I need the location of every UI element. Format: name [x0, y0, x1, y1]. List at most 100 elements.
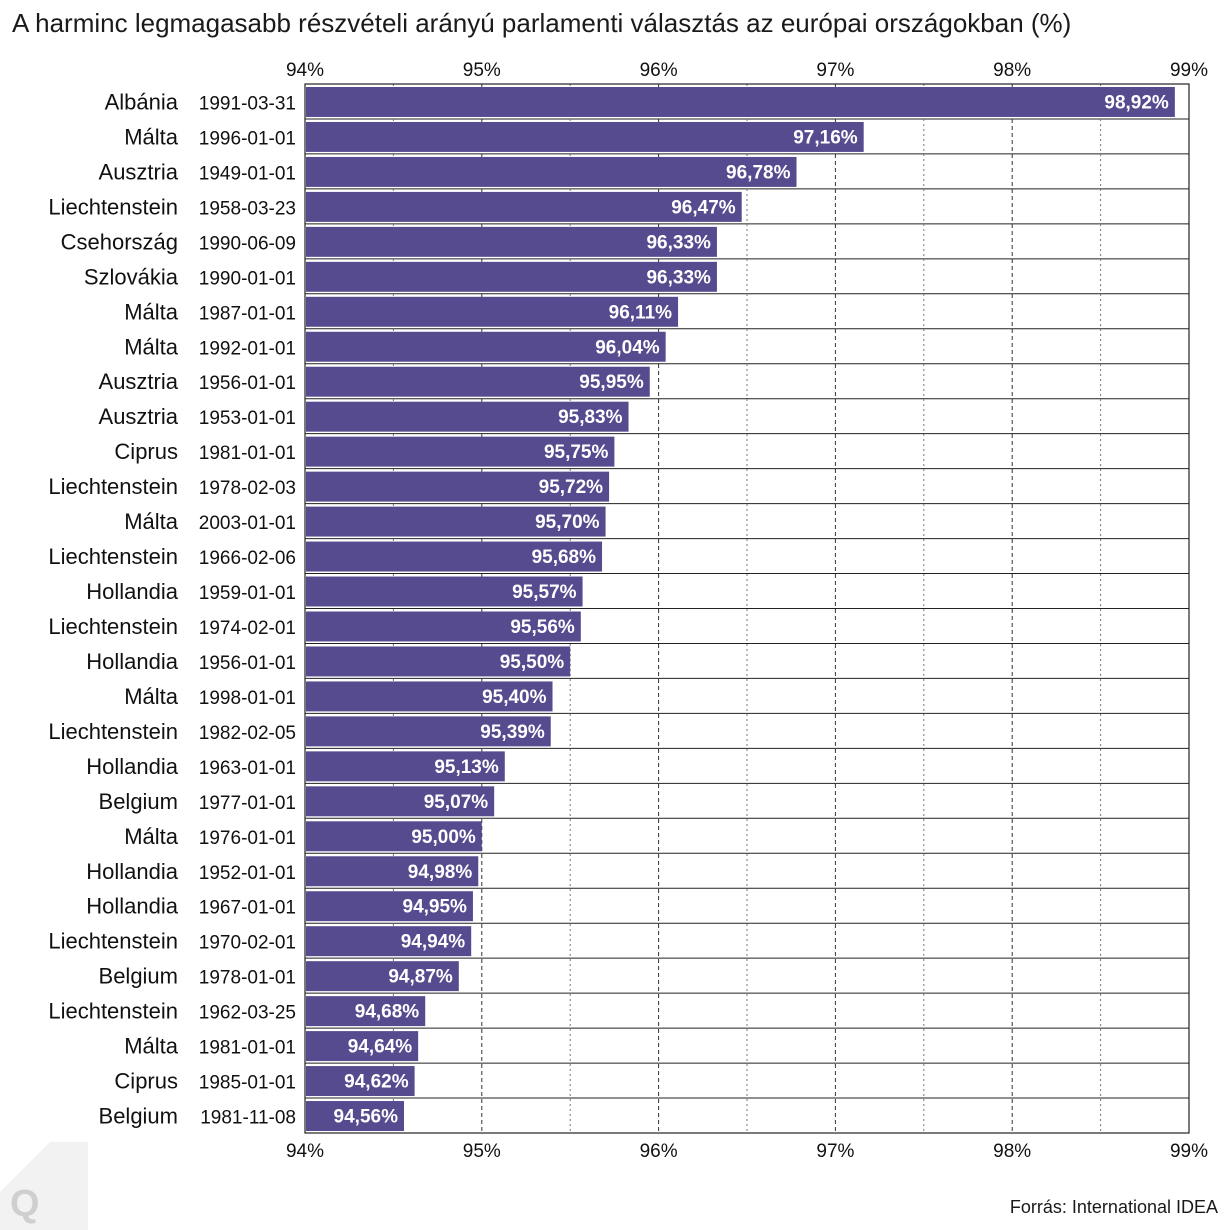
logo: Q	[0, 1142, 88, 1230]
category-date-label: 1959-01-01	[199, 583, 296, 604]
bar-value-label: 95,68%	[532, 547, 597, 568]
category-date-label: 1990-01-01	[199, 268, 296, 289]
bar-value-label: 95,57%	[512, 582, 577, 603]
category-country-label: Liechtenstein	[48, 194, 178, 219]
category-date-label: 1953-01-01	[199, 408, 296, 429]
bar-value-label: 95,07%	[424, 792, 489, 813]
category-date-label: 1978-01-01	[199, 968, 296, 989]
category-country-label: Liechtenstein	[48, 999, 178, 1024]
category-country-label: Liechtenstein	[48, 929, 178, 954]
category-country-label: Belgium	[99, 964, 178, 989]
x-tick-label-bottom: 96%	[640, 1141, 678, 1162]
category-date-label: 1987-01-01	[199, 303, 296, 324]
bar	[306, 156, 797, 187]
category-country-label: Ausztria	[99, 404, 179, 429]
category-date-label: 1981-11-08	[200, 1108, 296, 1129]
category-country-label: Liechtenstein	[48, 544, 178, 569]
bar	[306, 191, 742, 222]
category-date-label: 1962-03-25	[199, 1003, 296, 1024]
bar	[306, 541, 603, 572]
x-tick-label-top: 97%	[816, 60, 854, 81]
bar-value-label: 95,75%	[544, 442, 609, 463]
bar-value-label: 95,70%	[535, 512, 600, 533]
category-country-label: Csehország	[61, 229, 178, 254]
x-tick-label-top: 98%	[993, 60, 1031, 81]
category-country-label: Liechtenstein	[48, 474, 178, 499]
bar-value-label: 95,72%	[539, 477, 604, 498]
category-country-label: Belgium	[99, 789, 178, 814]
logo-letter: Q	[10, 1183, 40, 1225]
bar-value-label: 98,92%	[1104, 92, 1169, 113]
x-tick-label-bottom: 97%	[816, 1141, 854, 1162]
category-country-label: Albánia	[105, 89, 179, 114]
bar-value-label: 96,11%	[609, 302, 672, 323]
category-country-label: Hollandia	[86, 894, 178, 919]
bar	[306, 681, 553, 712]
bar	[306, 1066, 415, 1097]
category-date-label: 1981-01-01	[199, 1038, 296, 1059]
category-date-label: 1966-02-06	[199, 548, 296, 569]
bar	[306, 821, 482, 852]
bar	[306, 1101, 405, 1131]
plot-frame	[304, 83, 1190, 1134]
bar	[306, 996, 426, 1027]
bar	[306, 506, 606, 537]
bar	[306, 646, 571, 677]
bar-value-label: 94,56%	[334, 1107, 399, 1128]
category-date-label: 1952-01-01	[199, 863, 296, 884]
bar-value-label: 94,95%	[403, 897, 468, 918]
bar	[306, 961, 459, 992]
category-date-label: 1998-01-01	[199, 688, 296, 709]
category-country-label: Ausztria	[99, 369, 179, 394]
category-country-label: Hollandia	[86, 649, 178, 674]
category-country-label: Málta	[124, 1034, 179, 1059]
bar	[306, 576, 583, 607]
x-tick-label-bottom: 94%	[286, 1141, 324, 1162]
category-date-label: 1990-06-09	[199, 233, 296, 254]
category-country-label: Málta	[124, 124, 179, 149]
category-date-label: 1982-02-05	[199, 723, 296, 744]
category-date-label: 1996-01-01	[199, 128, 296, 149]
bar	[306, 296, 679, 327]
category-country-label: Ciprus	[114, 1069, 178, 1094]
bar	[306, 891, 473, 922]
category-country-label: Málta	[124, 299, 179, 324]
bar	[306, 716, 551, 747]
bar	[306, 751, 505, 782]
category-date-label: 1991-03-31	[199, 93, 296, 114]
bar-value-label: 94,87%	[388, 967, 453, 988]
category-date-label: 1977-01-01	[199, 793, 296, 814]
bar-value-label: 95,50%	[500, 652, 565, 673]
x-tick-label-bottom: 99%	[1170, 1141, 1208, 1162]
category-country-label: Liechtenstein	[48, 719, 178, 744]
bar	[306, 331, 666, 362]
bar-value-label: 95,13%	[434, 757, 499, 778]
bar	[306, 786, 495, 817]
category-country-label: Málta	[124, 684, 179, 709]
bar-value-label: 94,94%	[401, 932, 466, 953]
bar	[306, 1031, 419, 1062]
category-date-label: 1978-02-03	[199, 478, 296, 499]
bar-value-label: 95,56%	[510, 617, 575, 638]
bar-value-label: 96,33%	[646, 232, 711, 253]
bar-value-label: 94,98%	[408, 862, 473, 883]
bar-value-label: 95,83%	[558, 407, 623, 428]
bar	[306, 926, 472, 957]
bar-value-label: 95,00%	[411, 827, 476, 848]
bar-value-label: 94,68%	[355, 1002, 420, 1023]
bar-value-label: 97,16%	[793, 127, 858, 148]
category-date-label: 1976-01-01	[199, 828, 296, 849]
bar	[306, 226, 717, 257]
x-tick-label-top: 99%	[1170, 60, 1208, 81]
category-country-label: Ausztria	[99, 159, 179, 184]
source-note: Forrás: International IDEA	[1009, 1197, 1218, 1217]
category-country-label: Liechtenstein	[48, 614, 178, 639]
category-country-label: Belgium	[99, 1104, 178, 1129]
bar-value-label: 95,39%	[480, 722, 545, 743]
bar	[306, 611, 581, 642]
category-date-label: 1981-01-01	[199, 443, 296, 464]
bar-value-label: 95,95%	[579, 372, 644, 393]
bar	[306, 261, 717, 292]
category-country-label: Hollandia	[86, 859, 178, 884]
